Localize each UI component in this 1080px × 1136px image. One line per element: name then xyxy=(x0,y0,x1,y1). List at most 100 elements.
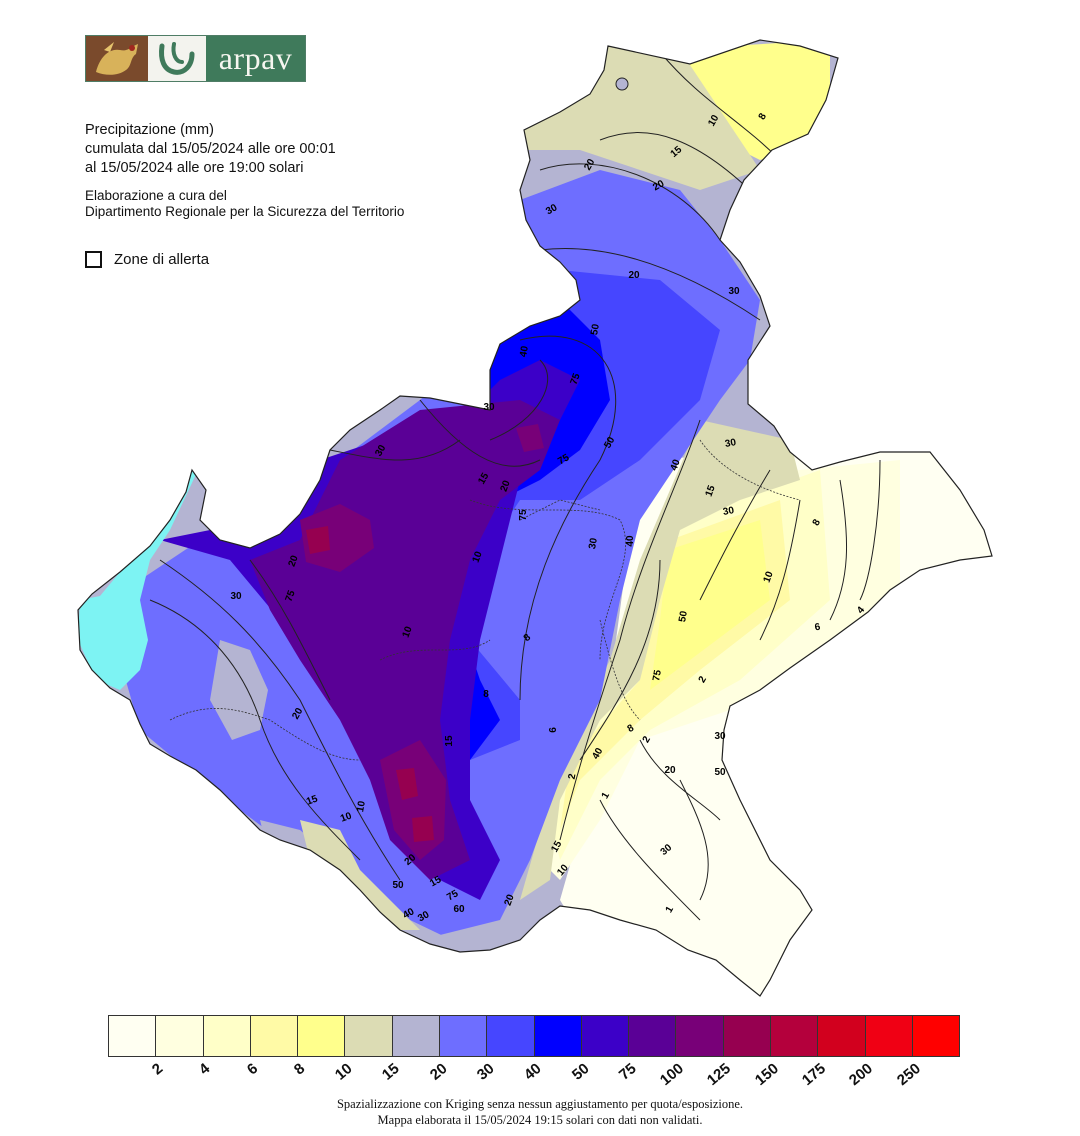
contour-label: 30 xyxy=(373,443,388,459)
scale-swatch xyxy=(392,1016,440,1056)
zones-legend: Zone di allerta xyxy=(85,251,209,268)
scale-tick-label: 4 xyxy=(196,1060,214,1079)
contour-label: 40 xyxy=(518,345,531,358)
contour-label: 15 xyxy=(549,839,564,855)
contour-label: 30 xyxy=(483,402,495,413)
period-from: cumulata dal 15/05/2024 alle ore 00:01 xyxy=(85,141,336,157)
contour-label: 30 xyxy=(587,537,600,550)
contour-label: 8 xyxy=(626,722,637,735)
contour-label: 20 xyxy=(287,554,301,569)
contour-label: 20 xyxy=(664,765,676,776)
footer-method: Spazializzazione con Kriging senza nessu… xyxy=(336,1097,744,1111)
contour-label: 40 xyxy=(590,746,605,762)
contour-label: 10 xyxy=(339,810,354,824)
contour-label: 20 xyxy=(503,893,517,908)
contour-label: 15 xyxy=(476,471,491,487)
contour-label: 10 xyxy=(401,625,415,640)
scale-tick-label: 200 xyxy=(846,1060,877,1090)
contour-label: 50 xyxy=(589,323,602,336)
contour-label: 10 xyxy=(471,550,485,565)
scale-tick-label: 150 xyxy=(751,1060,782,1090)
contour-label: 40 xyxy=(669,458,683,473)
contour-label: 60 xyxy=(453,904,465,915)
scale-swatch xyxy=(581,1016,630,1056)
scale-tick-label: 8 xyxy=(290,1060,309,1079)
contour-label: 20 xyxy=(651,178,667,193)
scale-tick-label: 2 xyxy=(148,1060,167,1079)
scale-swatch xyxy=(770,1016,819,1056)
scale-swatch xyxy=(156,1016,204,1056)
brand-text: arpav xyxy=(206,36,305,81)
scale-swatch xyxy=(676,1016,724,1056)
scale-swatch xyxy=(723,1016,771,1056)
contour-label: 8 xyxy=(811,517,824,528)
scale-tick-label: 10 xyxy=(331,1060,356,1084)
contour-label: 30 xyxy=(722,505,735,518)
scale-tick-label: 250 xyxy=(893,1060,924,1090)
lion-seal-icon xyxy=(86,36,148,81)
contour-label: 10 xyxy=(706,113,721,129)
contour-label: 8 xyxy=(483,689,489,700)
scale-swatch xyxy=(912,1016,960,1056)
contour-label: 75 xyxy=(445,888,461,903)
contour-label: 1 xyxy=(664,904,677,915)
scale-tick-label: 15 xyxy=(379,1060,403,1084)
scale-tick-label: 30 xyxy=(473,1060,498,1084)
contour-label: 20 xyxy=(290,706,305,722)
contour-label: 2 xyxy=(641,734,654,745)
scale-tick-label: 50 xyxy=(568,1060,593,1084)
contour-label: 40 xyxy=(401,906,417,921)
contour-label: 1 xyxy=(600,790,613,801)
scale-tick-label: 100 xyxy=(656,1060,687,1090)
contour-label: 20 xyxy=(582,157,597,173)
scale-swatch xyxy=(439,1016,488,1056)
scale-swatch xyxy=(865,1016,913,1056)
contour-label: 50 xyxy=(714,767,726,778)
scale-swatch xyxy=(629,1016,677,1056)
contour-label: 10 xyxy=(762,570,776,585)
scale-swatch xyxy=(250,1016,299,1056)
contour-label: 8 xyxy=(522,632,534,644)
contour-label: 75 xyxy=(556,452,572,467)
contour-label: 4 xyxy=(855,604,867,616)
contour-label: 40 xyxy=(625,535,636,547)
contour-label: 30 xyxy=(724,437,737,450)
contour-label: 20 xyxy=(499,479,513,494)
scale-tick-label: 6 xyxy=(243,1060,261,1079)
contour-label: 30 xyxy=(416,909,432,924)
contour-label: 75 xyxy=(651,669,664,682)
contour-label: 8 xyxy=(757,111,770,122)
contour-label: 2 xyxy=(567,772,579,780)
contour-label: 30 xyxy=(544,202,560,217)
scale-tick-label: 125 xyxy=(704,1060,735,1090)
scale-swatch xyxy=(345,1016,393,1056)
contour-label: 50 xyxy=(392,880,404,891)
contour-label: 75 xyxy=(569,372,583,387)
color-scale-ticks: 2 4 6 8 10 15 20 30 40 50 75 100 125 150 175 200 250 xyxy=(108,1060,960,1094)
map-info: Precipitazione (mm) cumulata dal 15/05/2… xyxy=(85,121,404,220)
arpav-logo: arpav xyxy=(85,35,306,82)
scale-tick-label: 20 xyxy=(426,1060,451,1084)
contour-label: 30 xyxy=(728,286,740,297)
scale-tick-label: 40 xyxy=(521,1060,545,1084)
zones-legend-label: Zone di allerta xyxy=(114,251,210,268)
contour-label: 15 xyxy=(704,484,718,499)
contour-label: 15 xyxy=(428,874,444,889)
contour-label: 6 xyxy=(548,727,559,733)
scale-swatch xyxy=(818,1016,866,1056)
credit-line-1: Elaborazione a cura del xyxy=(85,188,227,203)
scale-swatch xyxy=(534,1016,582,1056)
contour-label: 6 xyxy=(814,622,822,634)
contour-label: 50 xyxy=(602,435,617,451)
arpav-mark-icon xyxy=(148,36,206,81)
contour-label: 75 xyxy=(518,509,529,521)
scale-swatch xyxy=(298,1016,346,1056)
map-title: Precipitazione (mm) xyxy=(85,122,214,138)
precipitation-color-scale xyxy=(108,1015,960,1057)
contour-label: 30 xyxy=(230,591,242,602)
contour-label: 75 xyxy=(284,589,298,604)
footer-timestamp: Mappa elaborata il 15/05/2024 19:15 sola… xyxy=(377,1113,703,1127)
contour-label: 15 xyxy=(444,735,455,747)
contour-label: 20 xyxy=(628,270,640,281)
scale-swatch xyxy=(109,1016,157,1056)
